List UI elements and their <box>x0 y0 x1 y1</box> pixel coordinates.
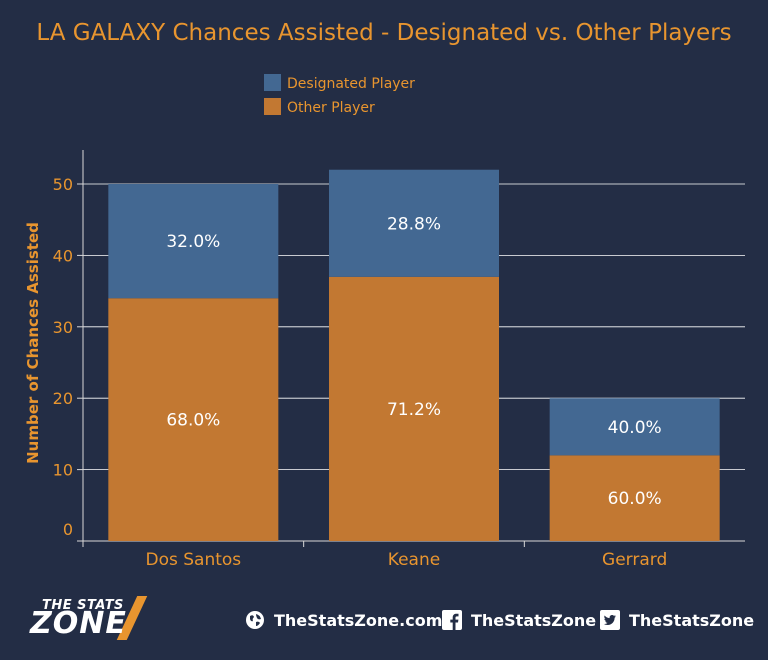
data-label: 68.0% <box>166 411 220 431</box>
data-label: 40.0% <box>608 418 662 438</box>
chart-title: LA GALAXY Chances Assisted - Designated … <box>36 20 732 46</box>
facebook-link[interactable]: TheStatsZone <box>442 608 596 632</box>
twitter-link[interactable]: TheStatsZone <box>600 608 754 632</box>
stacked-bar-chart: 0 10 20 30 40 50 Number of Chances Assisted 68.… <box>24 74 745 570</box>
data-label: 28.8% <box>387 214 441 234</box>
footer: THE STATS ZONE TheStatsZone.com TheStats… <box>0 590 768 660</box>
bar-gerrard-designated-player <box>549 398 720 456</box>
legend-swatch-designated-player <box>264 74 281 91</box>
globe-icon <box>246 611 264 629</box>
twitter-icon <box>600 610 620 630</box>
legend-swatch-other-player <box>264 98 281 115</box>
bar-keane-other-player <box>329 276 499 541</box>
y-axis-label: Number of Chances Assisted <box>24 222 42 464</box>
y-tick-label-20: 20 <box>53 389 73 408</box>
y-tick-label-50: 50 <box>53 175 73 194</box>
data-label: 32.0% <box>166 232 220 252</box>
legend-label-other-player: Other Player <box>287 100 375 116</box>
y-tick-label-10: 10 <box>53 461 73 480</box>
y-tick-label-40: 40 <box>53 246 73 265</box>
facebook-label: TheStatsZone <box>471 610 597 630</box>
y-tick-label-30: 30 <box>53 318 73 337</box>
website-label: TheStatsZone.com <box>274 610 443 630</box>
logo-text-bottom: ZONE <box>30 606 127 641</box>
x-tick-label: Keane <box>388 550 440 570</box>
logo-text-top: THE STATS <box>42 598 124 613</box>
bar-keane-designated-player <box>329 169 499 277</box>
y-tick-label-0: 0 <box>63 520 73 539</box>
data-label: 60.0% <box>608 489 662 509</box>
x-tick-label: Dos Santos <box>145 550 241 570</box>
facebook-icon <box>442 610 462 630</box>
website-link[interactable]: TheStatsZone.com <box>245 608 442 632</box>
bar-dos-santos-other-player <box>108 298 279 541</box>
twitter-label: TheStatsZone <box>629 610 755 630</box>
legend-label-designated-player: Designated Player <box>287 76 415 92</box>
bar-gerrard-other-player <box>549 455 720 541</box>
x-tick-label: Gerrard <box>602 550 667 570</box>
data-label: 71.2% <box>387 400 441 420</box>
bar-dos-santos-designated-player <box>108 184 279 299</box>
stats-zone-logo: THE STATS ZONE <box>30 590 170 650</box>
